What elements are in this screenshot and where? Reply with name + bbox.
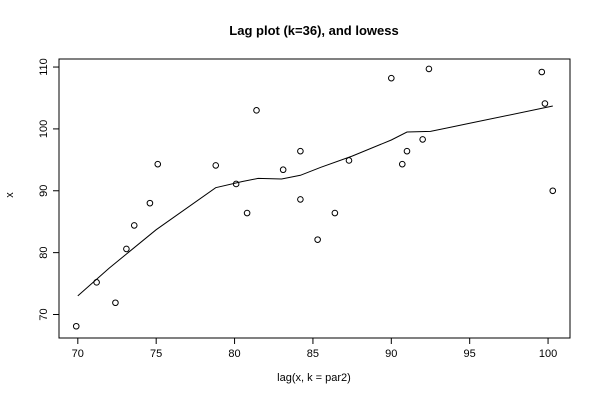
data-point [425, 65, 433, 73]
data-point [388, 74, 395, 82]
y-tick-label: 80 [38, 247, 50, 259]
x-axis: 70 75 80 85 90 95 100 [72, 337, 557, 360]
y-tick-label: 70 [38, 308, 50, 320]
data-point [538, 68, 546, 76]
data-point [154, 160, 162, 168]
data-point [345, 157, 353, 164]
x-tick-label: 90 [385, 348, 397, 360]
x-tick-label: 80 [228, 348, 240, 360]
data-point [403, 147, 411, 155]
data-point [243, 209, 251, 217]
x-tick-label: 75 [150, 348, 162, 360]
data-point [331, 209, 339, 217]
data-point [253, 107, 260, 114]
x-tick-label: 85 [307, 348, 319, 360]
x-tick-label: 100 [539, 348, 557, 360]
chart-title: Lag plot (k=36), and lowess [229, 23, 398, 38]
x-axis-label: lag(x, k = par2) [277, 372, 351, 384]
data-point [297, 196, 304, 203]
data-point [279, 166, 287, 174]
data-point [130, 222, 138, 229]
data-point [419, 136, 426, 143]
data-point [212, 162, 220, 169]
data-point [146, 199, 154, 207]
y-tick-label: 110 [38, 58, 50, 76]
lowess-line [77, 105, 553, 297]
y-tick-label: 90 [38, 185, 50, 197]
plot-frame [58, 58, 571, 339]
scatter-points [72, 65, 557, 330]
data-point [297, 147, 304, 155]
y-axis: 70 80 90 100 110 [38, 58, 60, 321]
data-point [314, 236, 321, 243]
lowess-line-group [77, 105, 553, 297]
x-tick-label: 95 [464, 348, 476, 360]
x-tick-label: 70 [72, 348, 84, 360]
data-point [398, 160, 406, 168]
data-point [123, 245, 130, 253]
data-point [112, 299, 119, 307]
y-axis-label: x [4, 192, 16, 198]
data-point [549, 187, 557, 195]
data-point [541, 100, 549, 107]
data-point [72, 322, 80, 330]
y-tick-label: 100 [38, 120, 50, 138]
